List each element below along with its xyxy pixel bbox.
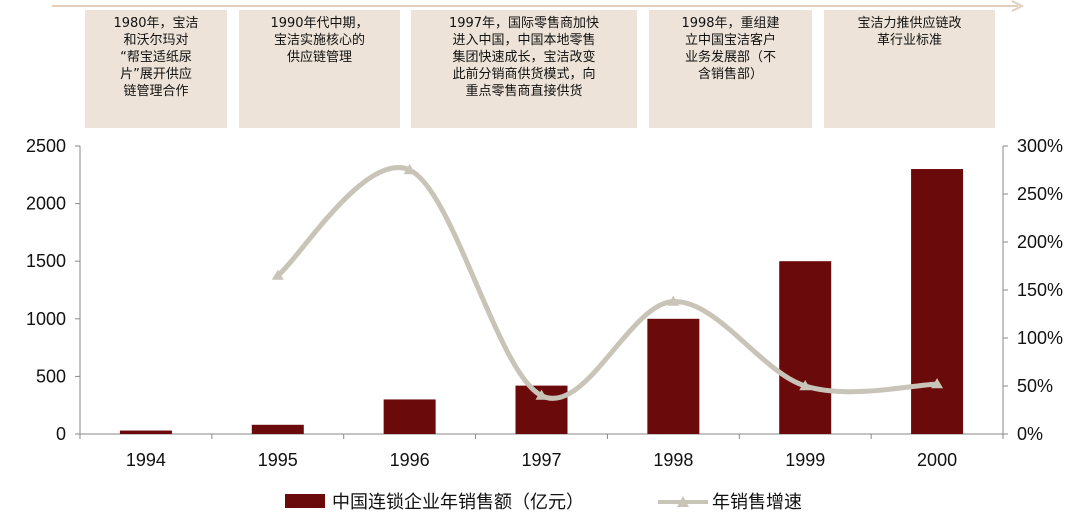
timeline-arrow bbox=[52, 0, 1025, 12]
bar-1998 bbox=[647, 318, 700, 434]
y-left-tick-label: 2000 bbox=[26, 194, 66, 214]
bar-2000 bbox=[911, 169, 964, 435]
bar-1999 bbox=[779, 261, 832, 434]
growth-marker bbox=[667, 295, 680, 306]
annotation-box: 1980年，宝洁 和沃尔玛对 “帮宝适纸尿 片”展开供应 链管理合作 bbox=[85, 10, 227, 128]
y-right-tick-label: 50% bbox=[1017, 376, 1053, 396]
x-tick-label: 1994 bbox=[126, 450, 166, 470]
x-tick-label: 1995 bbox=[258, 450, 298, 470]
legend-bar-swatch bbox=[285, 494, 325, 508]
growth-marker bbox=[931, 378, 944, 389]
growth-marker bbox=[271, 269, 284, 280]
legend-line-label: 年销售增速 bbox=[712, 492, 802, 513]
bar-series bbox=[119, 169, 964, 435]
bar-1995 bbox=[251, 424, 304, 434]
y-right-tick-label: 250% bbox=[1017, 184, 1063, 204]
y-left-tick-label: 2500 bbox=[26, 136, 66, 156]
y-left-tick-label: 0 bbox=[56, 424, 66, 444]
annotation-box: 宝洁力推供应链改 革行业标准 bbox=[824, 10, 995, 128]
y-right-tick-label: 200% bbox=[1017, 232, 1063, 252]
growth-marker bbox=[799, 380, 812, 391]
timeline-arrowhead bbox=[1011, 0, 1025, 12]
growth-line-series bbox=[271, 164, 944, 401]
y-left-tick-label: 500 bbox=[36, 366, 66, 386]
legend-line-marker bbox=[677, 496, 689, 507]
x-tick-label: 1999 bbox=[785, 450, 825, 470]
y-left-tick-label: 1500 bbox=[26, 251, 66, 271]
x-tick-label: 1997 bbox=[521, 450, 561, 470]
tick-labels: 0 500 1000 1500 2000 2500 0% 50% 100% 150% 200% 250… bbox=[26, 136, 1063, 470]
growth-line-path bbox=[275, 165, 940, 401]
x-tick-label: 1998 bbox=[653, 450, 693, 470]
annotation-box: 1997年，国际零售商加快 进入中国，中国本地零售 集团快速成长，宝洁改变 此前… bbox=[411, 10, 637, 128]
legend-bar-label: 中国连锁企业年销售额（亿元） bbox=[332, 492, 584, 513]
bar-1994 bbox=[119, 430, 172, 434]
y-right-tick-label: 150% bbox=[1017, 280, 1063, 300]
y-left-tick-label: 1000 bbox=[26, 309, 66, 329]
annotation-box: 1990年代中期， 宝洁实施核心的 供应链管理 bbox=[239, 10, 400, 128]
y-right-tick-label: 100% bbox=[1017, 328, 1063, 348]
y-right-tick-label: 300% bbox=[1017, 136, 1063, 156]
growth-marker bbox=[403, 164, 416, 175]
growth-marker bbox=[535, 389, 548, 400]
x-tick-label: 1996 bbox=[390, 450, 430, 470]
y-right-tick-label: 0% bbox=[1017, 424, 1043, 444]
x-tick-label: 2000 bbox=[917, 450, 957, 470]
legend: 中国连锁企业年销售额（亿元） 年销售增速 bbox=[285, 492, 802, 513]
annotation-box: 1998年，重组建 立中国宝洁客户 业务发展部（不 含销售部） bbox=[649, 10, 812, 128]
bar-1996 bbox=[383, 399, 436, 434]
